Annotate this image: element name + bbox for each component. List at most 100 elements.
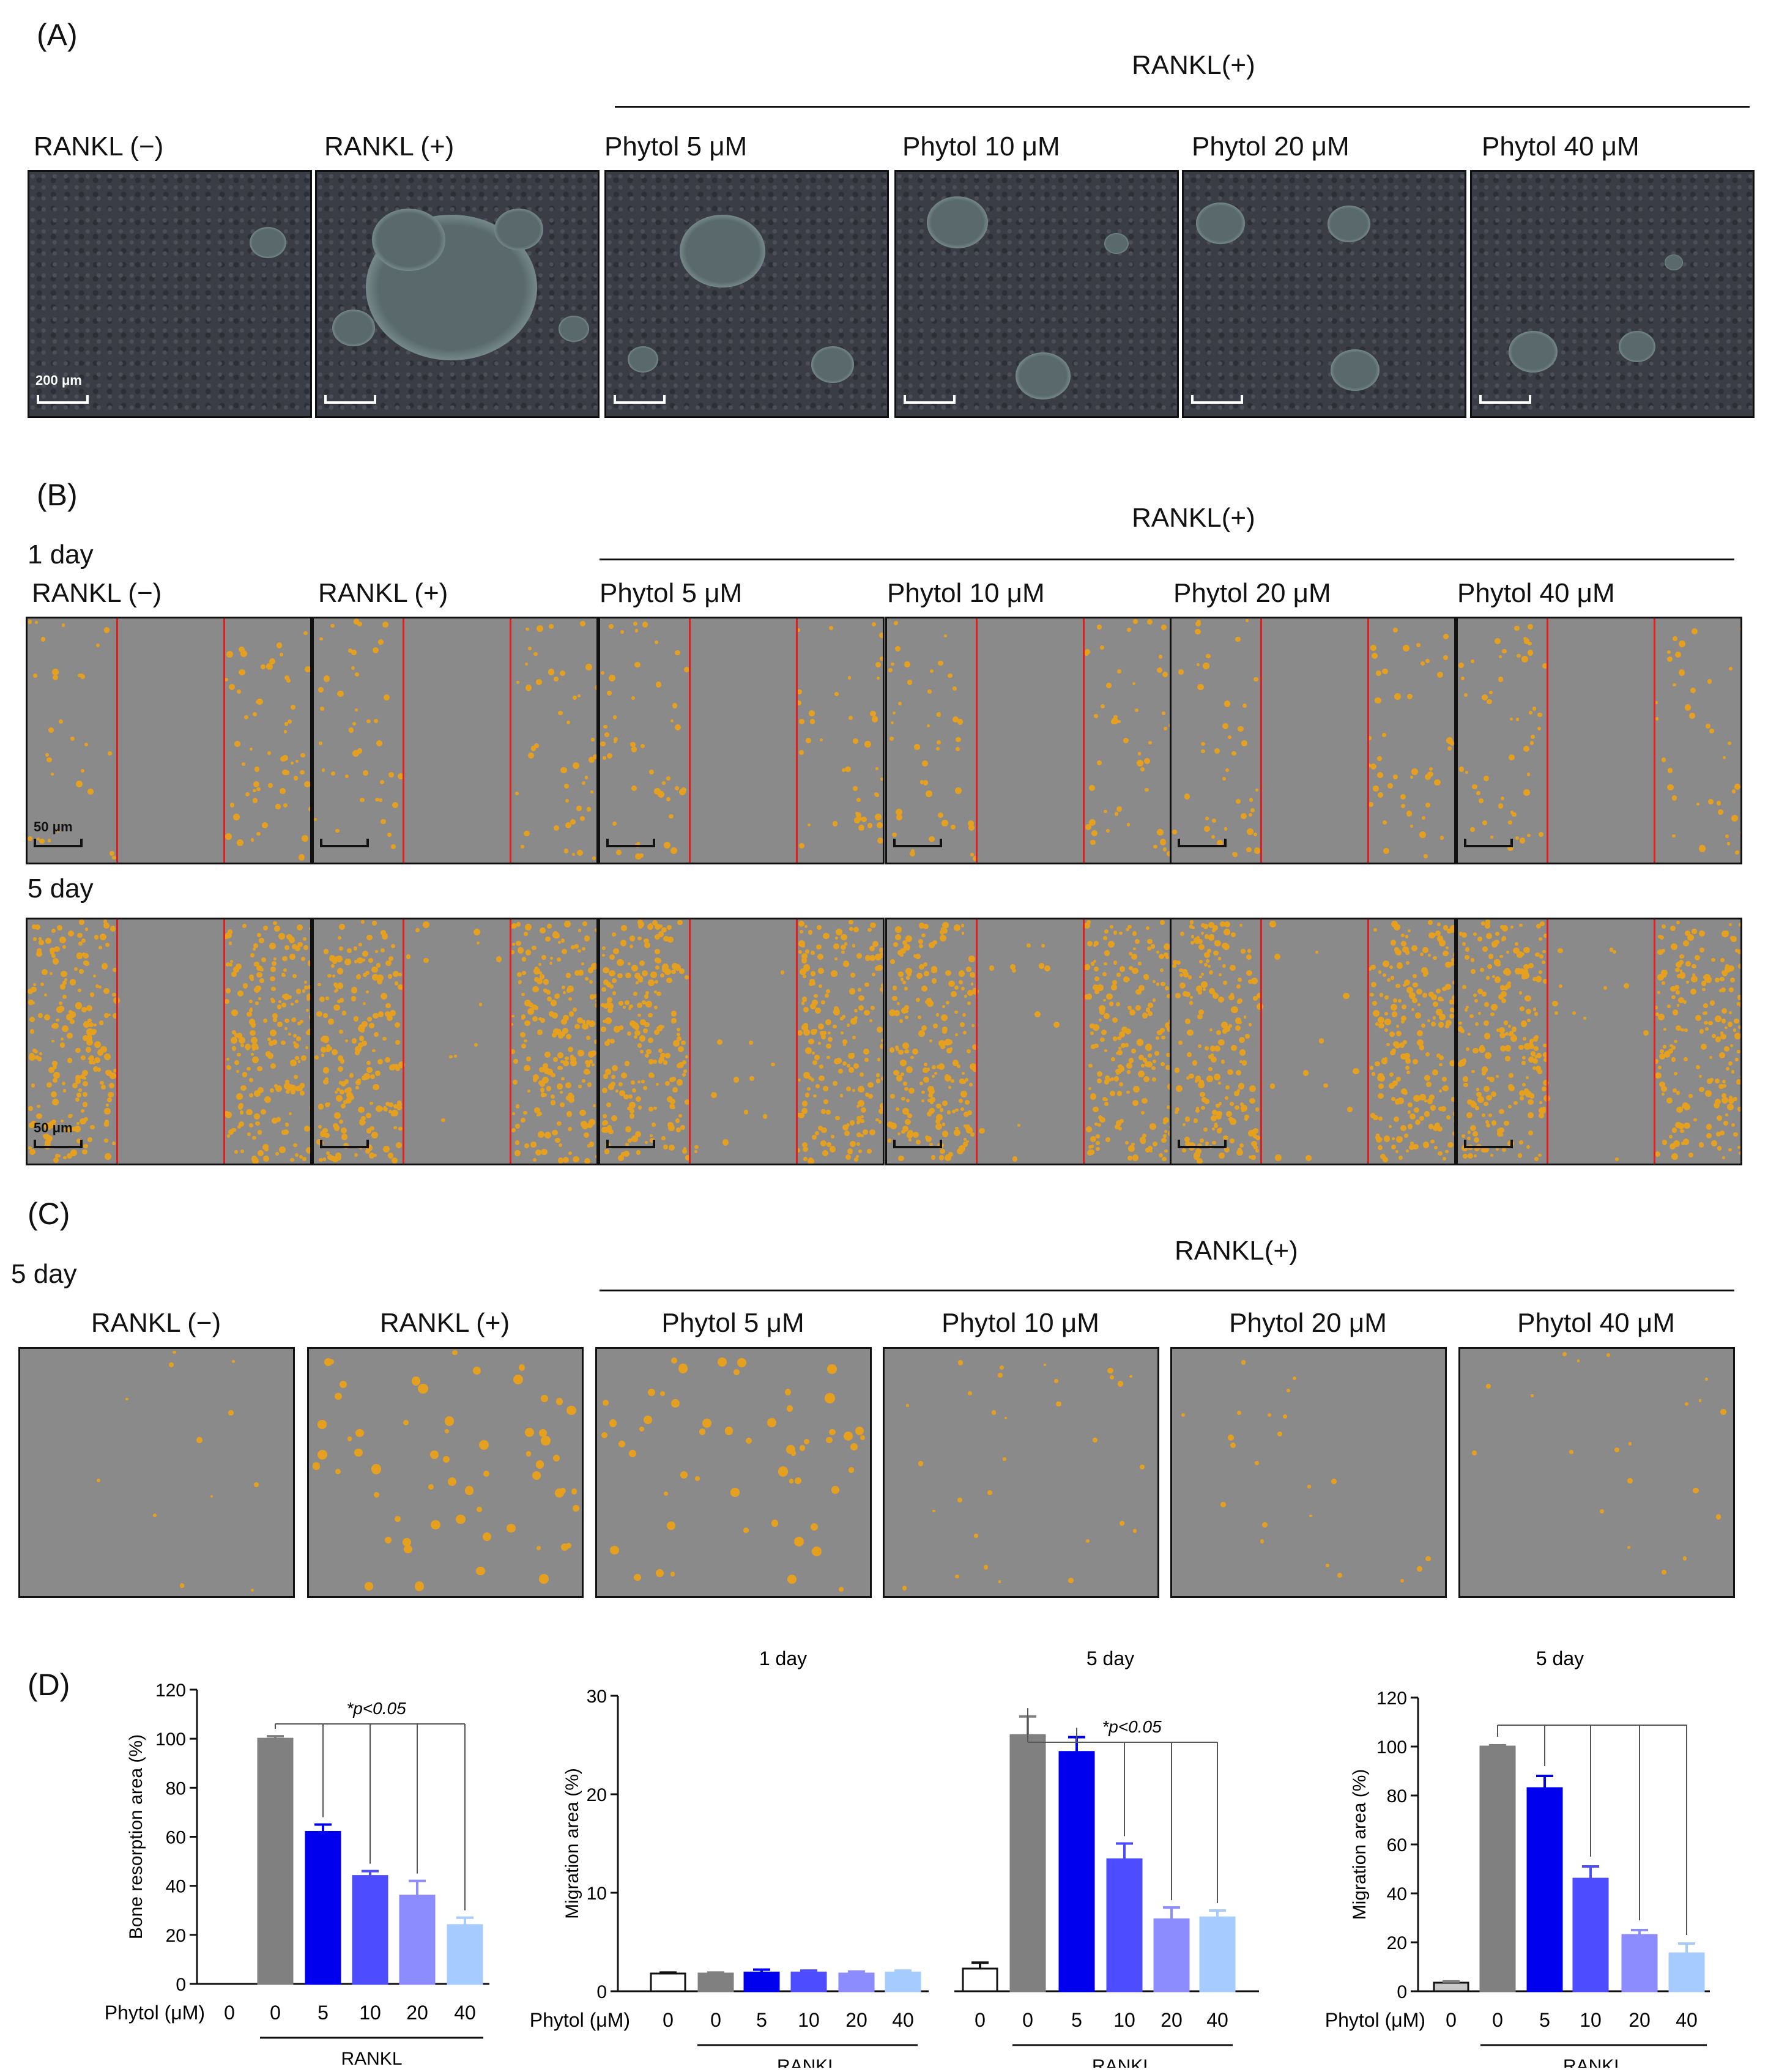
cell-dot <box>1127 1005 1132 1010</box>
cell-dot <box>1378 1083 1384 1089</box>
cell-dot <box>1240 1104 1247 1112</box>
cell-dot <box>966 1140 970 1143</box>
cell-dot <box>1682 1556 1687 1561</box>
cell-dot <box>101 1085 106 1090</box>
cell-dot <box>280 788 286 795</box>
cell-dot <box>242 983 248 989</box>
cell-dot <box>1725 1026 1728 1030</box>
cell-dot <box>1201 972 1205 976</box>
cell-dot <box>1370 964 1376 970</box>
cell-dot <box>891 662 894 666</box>
cell-dot <box>67 1153 73 1159</box>
cell-dot <box>1174 1068 1179 1073</box>
cell-dot <box>54 1154 59 1159</box>
cell-dot <box>876 1079 881 1083</box>
cell-dot <box>285 1123 289 1127</box>
cell-dot <box>904 987 908 990</box>
cell-dot <box>1705 1090 1712 1097</box>
cell-dot <box>1201 741 1205 746</box>
cell-dot <box>67 1058 72 1063</box>
cell-dot <box>542 1063 548 1069</box>
cell-dot <box>625 1000 630 1005</box>
cell-dot <box>1093 984 1099 991</box>
cell-dot <box>247 1011 252 1017</box>
cell-dot <box>560 1102 565 1107</box>
cell-dot <box>840 944 846 950</box>
cell-dot <box>1408 929 1411 933</box>
cell-dot <box>1476 1091 1482 1097</box>
cell-dot <box>864 955 871 961</box>
cell-dot <box>856 953 862 959</box>
cell-dot <box>319 741 322 745</box>
cell-dot <box>1675 651 1682 658</box>
cell-dot <box>566 1542 572 1549</box>
cell-dot <box>1414 1119 1421 1126</box>
cell-dot <box>1201 1097 1207 1102</box>
cell-dot <box>370 1074 375 1079</box>
cell-dot <box>895 934 901 940</box>
cell-dot <box>572 1007 577 1012</box>
cell-dot <box>104 1138 109 1143</box>
cell-dot <box>847 676 852 680</box>
cell-dot <box>1704 1377 1708 1381</box>
cell-dot <box>1655 1012 1659 1016</box>
cell-dot <box>793 1536 804 1547</box>
cell-dot <box>618 1082 623 1086</box>
cell-dot <box>83 1020 91 1028</box>
cell-dot <box>1212 1140 1216 1145</box>
cell-dot <box>1523 946 1530 954</box>
cell-dot <box>1405 1066 1409 1070</box>
x-tick-label: 10 <box>359 2002 381 2024</box>
cell-dot <box>1416 989 1422 995</box>
cell-dot <box>1137 1071 1145 1078</box>
cell-dot <box>288 1032 292 1036</box>
cell-dot <box>87 1018 92 1023</box>
cell-dot <box>617 973 623 979</box>
cell-dot <box>1699 947 1704 952</box>
cell-dot <box>383 1106 387 1109</box>
cell-dot <box>1519 837 1526 844</box>
cell-dot <box>570 1056 576 1063</box>
cell-dot <box>615 1089 619 1093</box>
cell-dot <box>1146 618 1153 625</box>
cell-dot <box>893 620 899 626</box>
y-tick-label: 0 <box>1397 1982 1407 2002</box>
cell-dot <box>654 979 658 984</box>
cell-dot <box>355 1080 361 1086</box>
cell-dot <box>79 969 84 974</box>
cell-dot <box>103 1012 110 1019</box>
cell-dot <box>28 620 32 625</box>
cell-dot <box>875 767 878 771</box>
cell-dot <box>514 1140 520 1145</box>
cell-dot <box>1443 951 1449 957</box>
cell-dot <box>1532 706 1537 711</box>
cell-dot <box>858 1004 864 1011</box>
cell-dot <box>58 1006 64 1012</box>
cell-dot <box>249 999 253 1003</box>
cell-dot <box>547 924 552 929</box>
cell-dot <box>852 1035 856 1039</box>
cell-dot <box>634 973 641 979</box>
cell-dot <box>365 1112 371 1118</box>
cell-dot <box>112 1012 118 1019</box>
cell-dot <box>290 1085 297 1091</box>
cell-dot <box>798 842 804 848</box>
cell-dot <box>1461 932 1467 938</box>
bar <box>447 1924 483 1985</box>
cell-dot <box>846 1023 850 1028</box>
cell-dot <box>510 1049 516 1054</box>
cell-dot <box>1162 847 1167 852</box>
cell-dot <box>811 1134 817 1140</box>
cell-dot <box>1416 1039 1424 1047</box>
cell-dot <box>633 1035 637 1039</box>
cell-dot <box>269 1088 274 1093</box>
cell-dot <box>1529 1093 1535 1099</box>
cell-dot <box>1443 925 1449 930</box>
cell-dot <box>935 1113 943 1121</box>
cell-dot <box>277 1004 282 1009</box>
wound-edge-line <box>223 618 225 863</box>
cell-dot <box>28 1000 34 1005</box>
cell-dot <box>1239 1060 1243 1063</box>
cell-dot <box>303 980 308 984</box>
cell-dot <box>76 952 83 959</box>
